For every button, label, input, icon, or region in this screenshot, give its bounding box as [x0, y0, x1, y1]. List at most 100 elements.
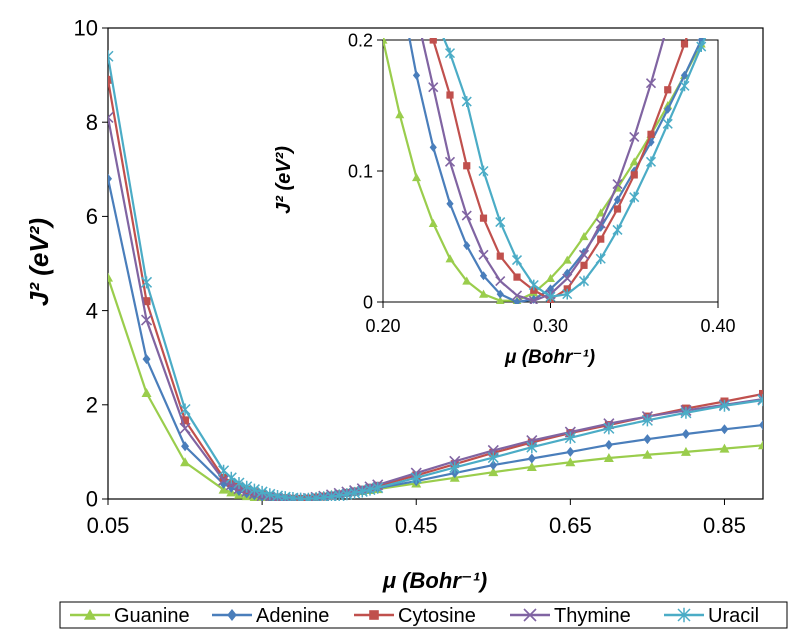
main-point-cytosine	[108, 75, 112, 84]
inset-point-guanine	[479, 289, 488, 298]
inset-point-thymine	[645, 78, 657, 89]
main-point-guanine	[603, 453, 614, 463]
inset-point-uracil	[562, 288, 573, 300]
inset-point-guanine	[462, 276, 472, 285]
inset-point-uracil	[645, 156, 657, 168]
inset-point-cytosine	[463, 162, 471, 170]
inset-y-tick-label: 0.2	[348, 30, 373, 50]
main-point-adenine	[604, 439, 613, 450]
main-point-adenine	[181, 441, 190, 452]
inset-point-thymine	[461, 210, 472, 221]
main-point-adenine	[489, 460, 498, 471]
inset-point-adenine	[496, 289, 504, 299]
inset-point-cytosine	[446, 91, 454, 99]
inset-point-uracil	[629, 191, 640, 203]
main-point-adenine	[142, 354, 151, 365]
inset-point-uracil	[444, 47, 456, 59]
inset-x-axis-label: μ (Bohr⁻¹)	[504, 347, 595, 368]
main-point-uracil	[248, 483, 260, 496]
inset-point-guanine	[562, 255, 572, 264]
main-x-tick-label: 0.65	[549, 513, 592, 538]
main-x-tick-label: 0.05	[87, 513, 130, 538]
main-point-adenine	[720, 424, 729, 435]
inset-point-thymine	[412, 9, 421, 18]
inset-point-cytosine	[664, 86, 672, 94]
inset-point-guanine	[596, 208, 606, 217]
main-point-adenine	[681, 429, 690, 440]
inset-point-guanine	[383, 38, 388, 44]
main-plot: 0 2 4 6 8 10 0.05 0.25 0.45 0.65 0.85 J² (eV²) μ …	[24, 16, 764, 593]
inset-point-guanine	[395, 110, 405, 119]
inset-point-uracil	[662, 118, 673, 130]
main-point-cytosine	[142, 297, 151, 306]
main-point-guanine	[488, 467, 499, 477]
main-point-adenine	[566, 446, 575, 457]
main-point-uracil	[179, 403, 191, 416]
inset-point-uracil	[595, 253, 606, 265]
main-y-tick-label: 6	[86, 204, 98, 229]
inset-point-cytosine	[496, 252, 504, 260]
inset-x-tick-label: 0.20	[365, 316, 400, 336]
inset-point-adenine	[479, 271, 488, 281]
main-point-guanine	[565, 457, 576, 467]
main-point-uracil	[603, 422, 615, 435]
legend-marker-thymine	[523, 608, 537, 622]
main-y-tick-label: 10	[74, 16, 98, 41]
main-point-uracil	[140, 276, 153, 289]
inset-point-thymine	[495, 275, 506, 287]
inset-point-cytosine	[630, 171, 638, 179]
inset-point-thymine	[578, 249, 590, 260]
inset-point-thymine	[444, 156, 456, 167]
inset-y-tick-label: 0.1	[348, 161, 373, 181]
inset-point-guanine	[428, 218, 438, 227]
inset-point-uracil	[495, 216, 506, 228]
legend-frame	[59, 601, 788, 629]
main-point-uracil	[564, 431, 576, 444]
legend-label-adenine: Adenine	[256, 605, 329, 627]
main-y-tick-label: 2	[86, 393, 98, 418]
main-series-group	[108, 50, 763, 501]
inset-point-uracil	[461, 96, 472, 107]
main-point-guanine	[108, 272, 113, 282]
inset-point-cytosine	[597, 235, 605, 243]
legend-item-thymine: Thymine	[510, 605, 631, 627]
inset-point-adenine	[714, 0, 721, 8]
main-point-adenine	[643, 434, 652, 445]
main-y-tick-label: 8	[86, 110, 98, 135]
inset-point-uracil	[578, 275, 590, 287]
main-point-uracil	[757, 394, 763, 407]
inset-series-group	[383, 0, 723, 304]
inset-point-uracil	[696, 41, 707, 52]
inset-point-uracil	[478, 165, 489, 177]
inset-point-guanine	[412, 173, 421, 182]
inset-x-ticks: 0.20 0.30 0.40	[365, 302, 736, 336]
main-point-uracil	[449, 461, 461, 474]
main-point-adenine	[527, 453, 536, 464]
legend: Guanine Adenine Cytosine Thymine Uracil	[59, 601, 788, 629]
inset-plot: 0 0.1 0.2 0.20 0.30 0.40 J² (eV²) μ (Bohr⁻¹)	[273, 0, 736, 368]
inset-series-adenine	[408, 0, 721, 304]
inset-point-uracil	[714, 2, 723, 13]
main-point-guanine	[642, 449, 653, 459]
main-series-uracil	[108, 50, 763, 501]
main-point-guanine	[680, 446, 691, 456]
main-point-cytosine	[759, 389, 763, 398]
inset-point-cytosine	[680, 40, 689, 48]
main-point-uracil	[526, 441, 538, 454]
inset-point-thymine	[478, 249, 489, 260]
main-x-ticks: 0.05 0.25 0.45 0.65 0.85	[87, 499, 746, 538]
main-point-guanine	[180, 457, 191, 467]
main-line-uracil	[108, 56, 763, 500]
inset-point-thymine	[511, 290, 523, 301]
inset-point-cytosine	[513, 273, 521, 281]
main-point-thymine	[140, 314, 153, 326]
inset-point-guanine	[629, 157, 639, 166]
inset-point-thymine	[528, 295, 539, 304]
inset-point-adenine	[446, 199, 454, 209]
main-y-tick-label: 4	[86, 298, 98, 323]
inset-point-guanine	[714, 7, 723, 15]
legend-label-cytosine: Cytosine	[398, 605, 476, 627]
main-point-uracil	[233, 476, 245, 489]
main-point-uracil	[680, 406, 692, 419]
